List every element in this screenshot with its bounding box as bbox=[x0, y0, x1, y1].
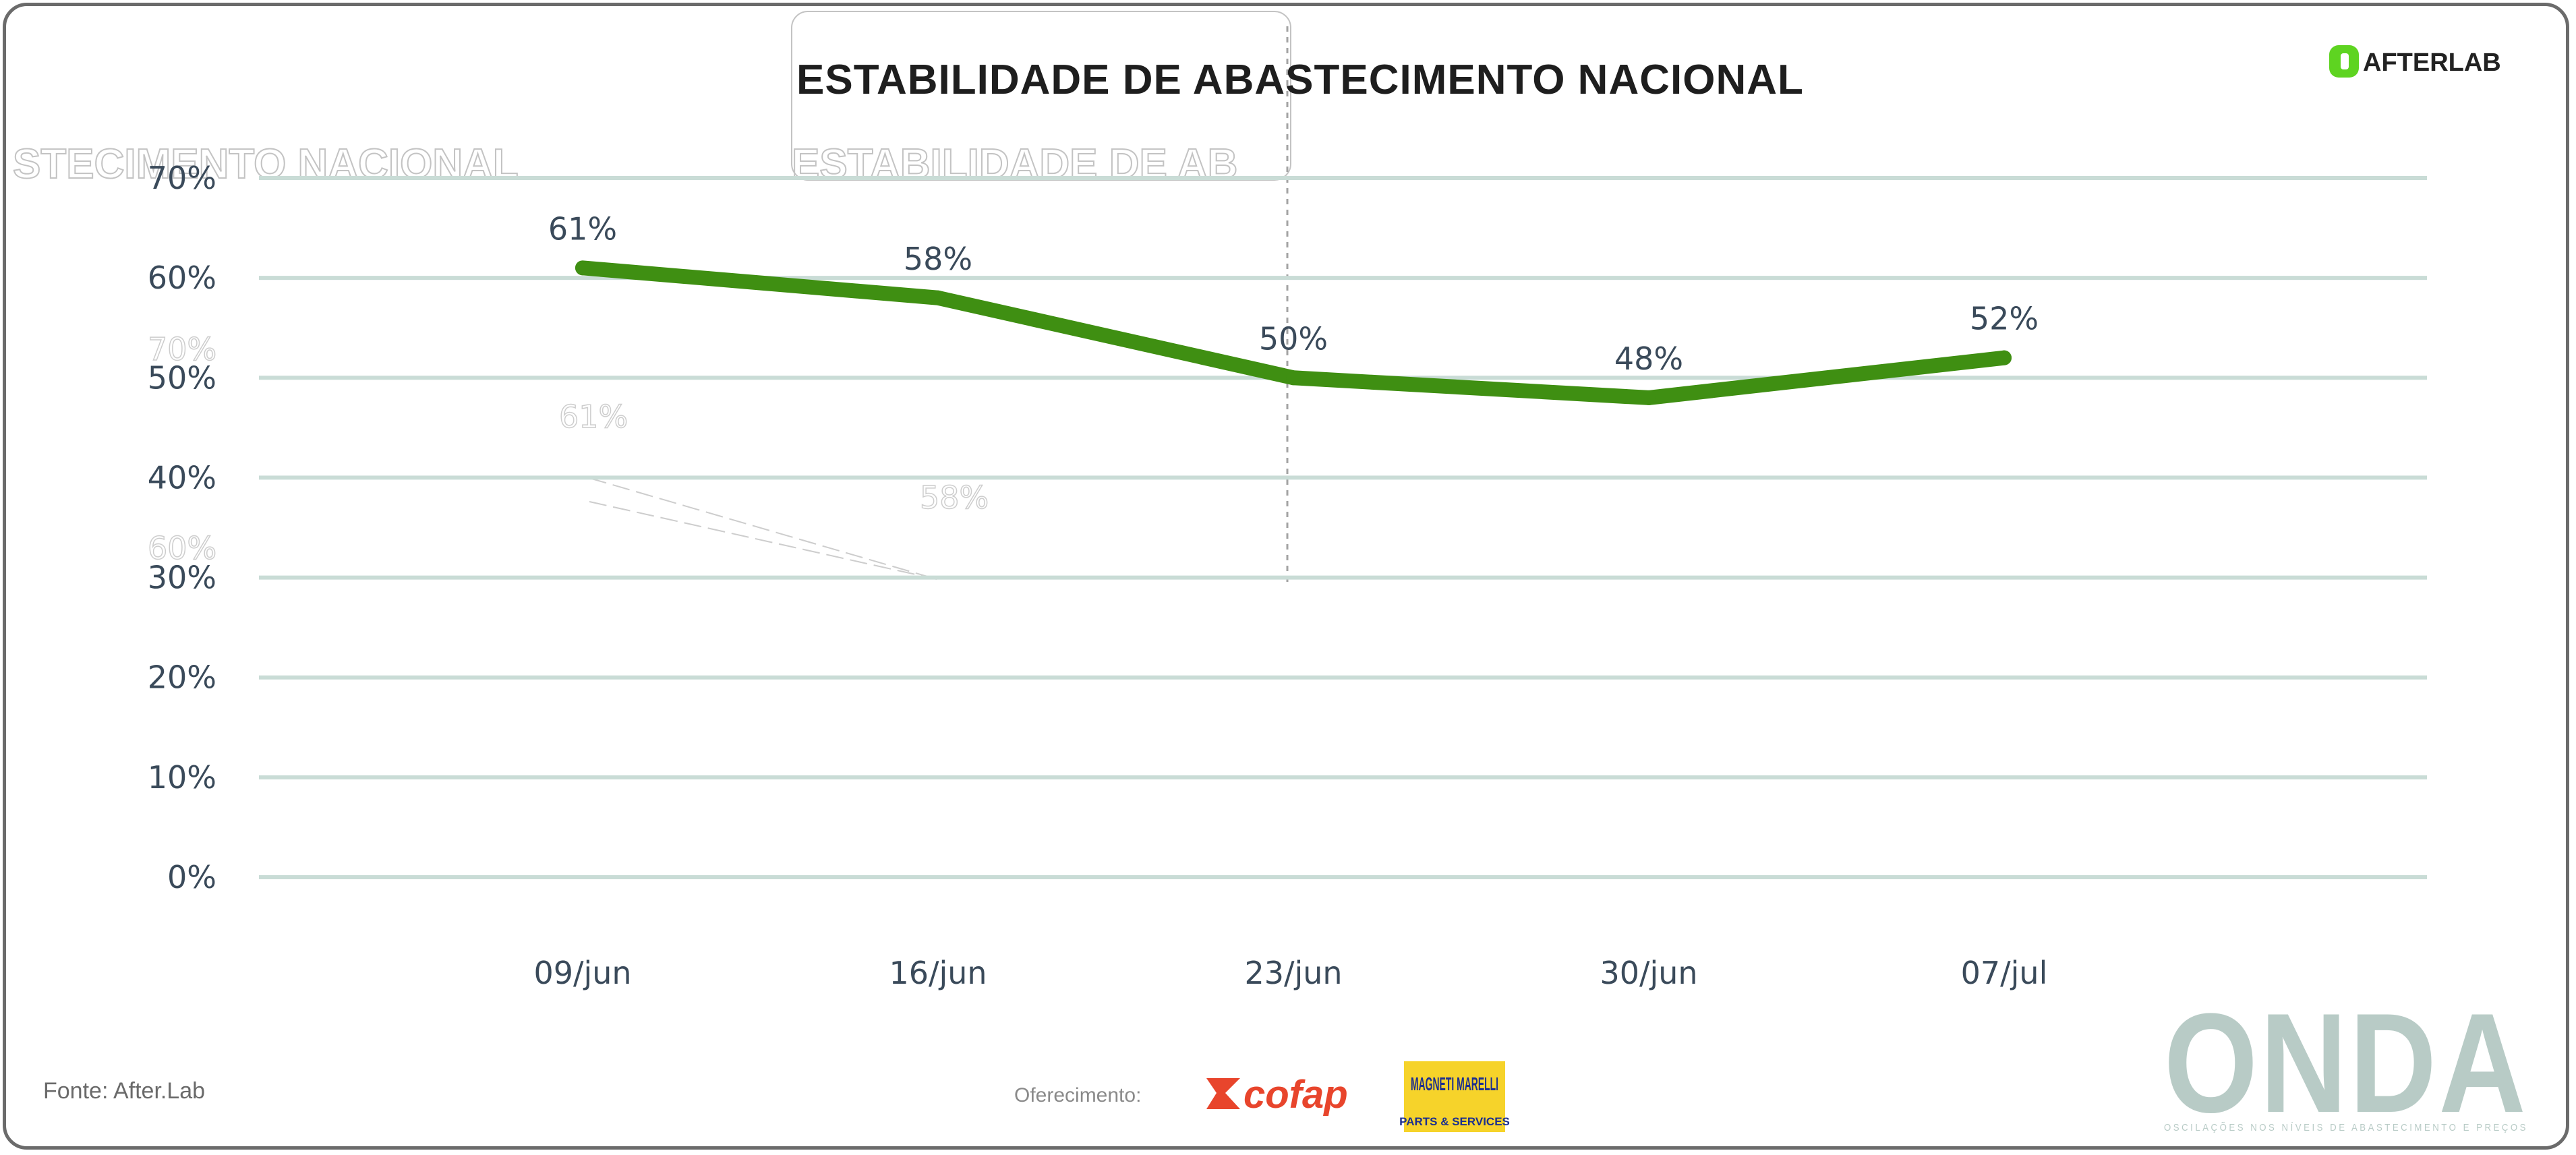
y-tick-label: 40% bbox=[148, 459, 216, 496]
y-tick-label: 0% bbox=[167, 859, 216, 895]
ghost-tick-a: 70% bbox=[148, 331, 216, 367]
grid-lines bbox=[259, 176, 2427, 879]
chart-canvas: STECIMENTO NACIONAL ESTABILIDADE DE AB 7… bbox=[12, 11, 2528, 1142]
data-point bbox=[1286, 370, 1301, 386]
support-note: Oferecimento: bbox=[1014, 1084, 1141, 1106]
data-point bbox=[931, 290, 945, 305]
magneti-marelli-logo: MAGNETI MARELLI PARTS & SERVICES bbox=[1399, 1061, 1510, 1132]
data-label: 50% bbox=[1259, 320, 1328, 357]
onda-tagline: OSCILAÇÕES NOS NÍVEIS DE ABASTECIMENTO E… bbox=[2164, 1122, 2528, 1133]
ghost-label-b: 58% bbox=[920, 479, 989, 516]
data-point bbox=[1997, 350, 2012, 365]
parts-services-label: PARTS & SERVICES bbox=[1399, 1115, 1510, 1128]
data-point bbox=[575, 260, 590, 276]
ghost-artifacts: STECIMENTO NACIONAL ESTABILIDADE DE AB 7… bbox=[12, 11, 1291, 586]
series-points bbox=[575, 260, 2012, 405]
x-tick-label: 30/jun bbox=[1600, 955, 1697, 991]
x-tick-label: 23/jun bbox=[1244, 955, 1342, 991]
ghost-tick-b: 60% bbox=[148, 530, 216, 566]
afterlab-wordmark: AFTERLAB bbox=[2363, 49, 2501, 77]
data-label: 61% bbox=[548, 210, 617, 247]
magneti-marelli-badge bbox=[1404, 1061, 1505, 1132]
data-label: 48% bbox=[1614, 340, 1683, 377]
y-tick-label: 70% bbox=[148, 160, 216, 196]
y-tick-label: 60% bbox=[148, 260, 216, 296]
y-tick-label: 10% bbox=[148, 759, 216, 796]
y-tick-label: 30% bbox=[148, 560, 216, 596]
x-tick-label: 09/jun bbox=[533, 955, 631, 991]
cofap-logo: cofap bbox=[1206, 1073, 1348, 1117]
onda-wordmark: ONDA bbox=[2164, 984, 2528, 1142]
data-point bbox=[1641, 390, 1656, 405]
magneti-marelli-wordmark: MAGNETI MARELLI bbox=[1411, 1073, 1498, 1094]
chart-card: STECIMENTO NACIONAL ESTABILIDADE DE AB 7… bbox=[3, 3, 2569, 1150]
y-tick-label: 50% bbox=[148, 359, 216, 396]
ghost-title-left: STECIMENTO NACIONAL bbox=[13, 141, 519, 187]
y-tick-label: 20% bbox=[148, 659, 216, 696]
x-axis-ticks: 09/jun 16/jun 23/jun 30/jun 07/jul bbox=[533, 955, 2047, 991]
source-note: Fonte: After.Lab bbox=[43, 1078, 205, 1104]
ghost-title-right: ESTABILIDADE DE AB bbox=[792, 141, 1237, 187]
x-tick-label: 07/jul bbox=[1961, 955, 2048, 991]
cofap-wordmark: cofap bbox=[1243, 1073, 1348, 1117]
data-label: 58% bbox=[904, 241, 972, 277]
cofap-mark-icon bbox=[1206, 1078, 1240, 1109]
x-tick-label: 16/jun bbox=[889, 955, 987, 991]
data-labels: 61% 58% 50% 48% 52% bbox=[548, 210, 2039, 377]
chart-title: ESTABILIDADE DE ABASTECIMENTO NACIONAL bbox=[796, 57, 1804, 103]
afterlab-logo: AFTERLAB bbox=[2329, 45, 2501, 78]
onda-logo: ONDA OSCILAÇÕES NOS NÍVEIS DE ABASTECIME… bbox=[2164, 984, 2528, 1142]
ghost-label-a: 61% bbox=[559, 398, 628, 435]
ghost-line bbox=[589, 477, 937, 580]
data-label: 52% bbox=[1970, 301, 2039, 337]
y-axis-ticks: 0% 10% 20% 30% 40% 50% 60% 70% bbox=[148, 160, 216, 895]
